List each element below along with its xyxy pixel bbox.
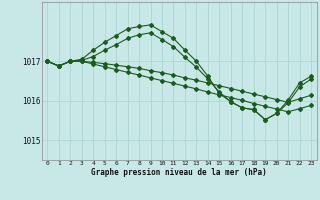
X-axis label: Graphe pression niveau de la mer (hPa): Graphe pression niveau de la mer (hPa): [91, 168, 267, 177]
